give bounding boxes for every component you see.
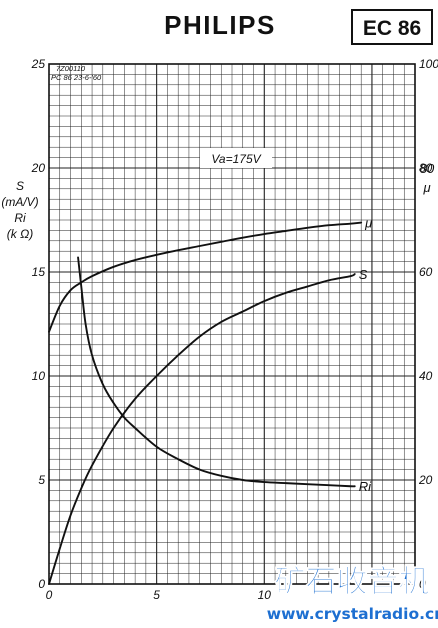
tube-type: EC 86 xyxy=(363,17,421,40)
watermark: 矿石收音机 www.crystalradio.cn xyxy=(267,564,438,623)
sheet-ref: PC 86 23-6-'60 xyxy=(51,73,102,82)
y-left-axis-ticks: 0 5 10 15 20 25 xyxy=(31,57,46,591)
y-left-label-line-3: Ri xyxy=(14,211,26,225)
annotation-box: Va=175V xyxy=(200,148,272,168)
watermark-url: www.crystalradio.cn xyxy=(267,605,438,623)
brand-logo: PHILIPS xyxy=(164,10,276,40)
y-left-tick-label: 5 xyxy=(38,473,45,487)
y-right-label-line-2: μ xyxy=(422,180,430,195)
plot-frame xyxy=(48,63,416,585)
x-axis-ticks: 0 5 10 xyxy=(46,588,272,602)
y-right-label-line-1: 80 xyxy=(420,161,435,176)
y-left-tick-label: 15 xyxy=(32,265,46,279)
series-label-mu: μ xyxy=(364,216,372,231)
chart-grid xyxy=(49,64,415,584)
y-left-tick-label: 25 xyxy=(31,57,46,71)
x-tick-label: 5 xyxy=(153,588,160,602)
series-line-mu xyxy=(48,221,363,333)
y-right-tick-label: 20 xyxy=(418,473,433,487)
y-left-tick-label: 20 xyxy=(31,161,46,175)
y-left-label-line-1: S xyxy=(16,179,24,193)
y-left-axis-label: S (mA/V) Ri (k Ω) xyxy=(1,179,38,241)
x-tick-label: 10 xyxy=(258,588,272,602)
sheet-code: 7Z00110 xyxy=(56,64,86,73)
y-right-tick-label: 0 xyxy=(419,577,426,591)
series-label-ri: Ri xyxy=(359,479,372,494)
y-left-tick-label: 0 xyxy=(38,577,45,591)
y-right-tick-label: 100 xyxy=(419,57,438,71)
series-group: μ S Ri xyxy=(48,216,372,585)
series-line-ri xyxy=(77,256,356,488)
annotation-va: Va=175V xyxy=(211,152,261,166)
series-label-s: S xyxy=(359,267,368,282)
x-tick-label: 0 xyxy=(46,588,53,602)
y-right-tick-label: 40 xyxy=(419,369,433,383)
watermark-chinese: 矿石收音机 xyxy=(275,564,430,600)
y-left-tick-label: 10 xyxy=(32,369,46,383)
y-left-label-line-2: (mA/V) xyxy=(1,195,38,209)
y-right-tick-label: 60 xyxy=(419,265,433,279)
series-line-s xyxy=(48,273,356,585)
tube-type-box xyxy=(351,9,433,45)
y-right-axis-label: 80 μ xyxy=(420,161,435,195)
y-right-axis-ticks: 0 20 40 60 80 100 xyxy=(418,57,438,591)
y-right-tick-label: 80 xyxy=(419,161,433,175)
y-left-label-line-4: (k Ω) xyxy=(7,227,33,241)
